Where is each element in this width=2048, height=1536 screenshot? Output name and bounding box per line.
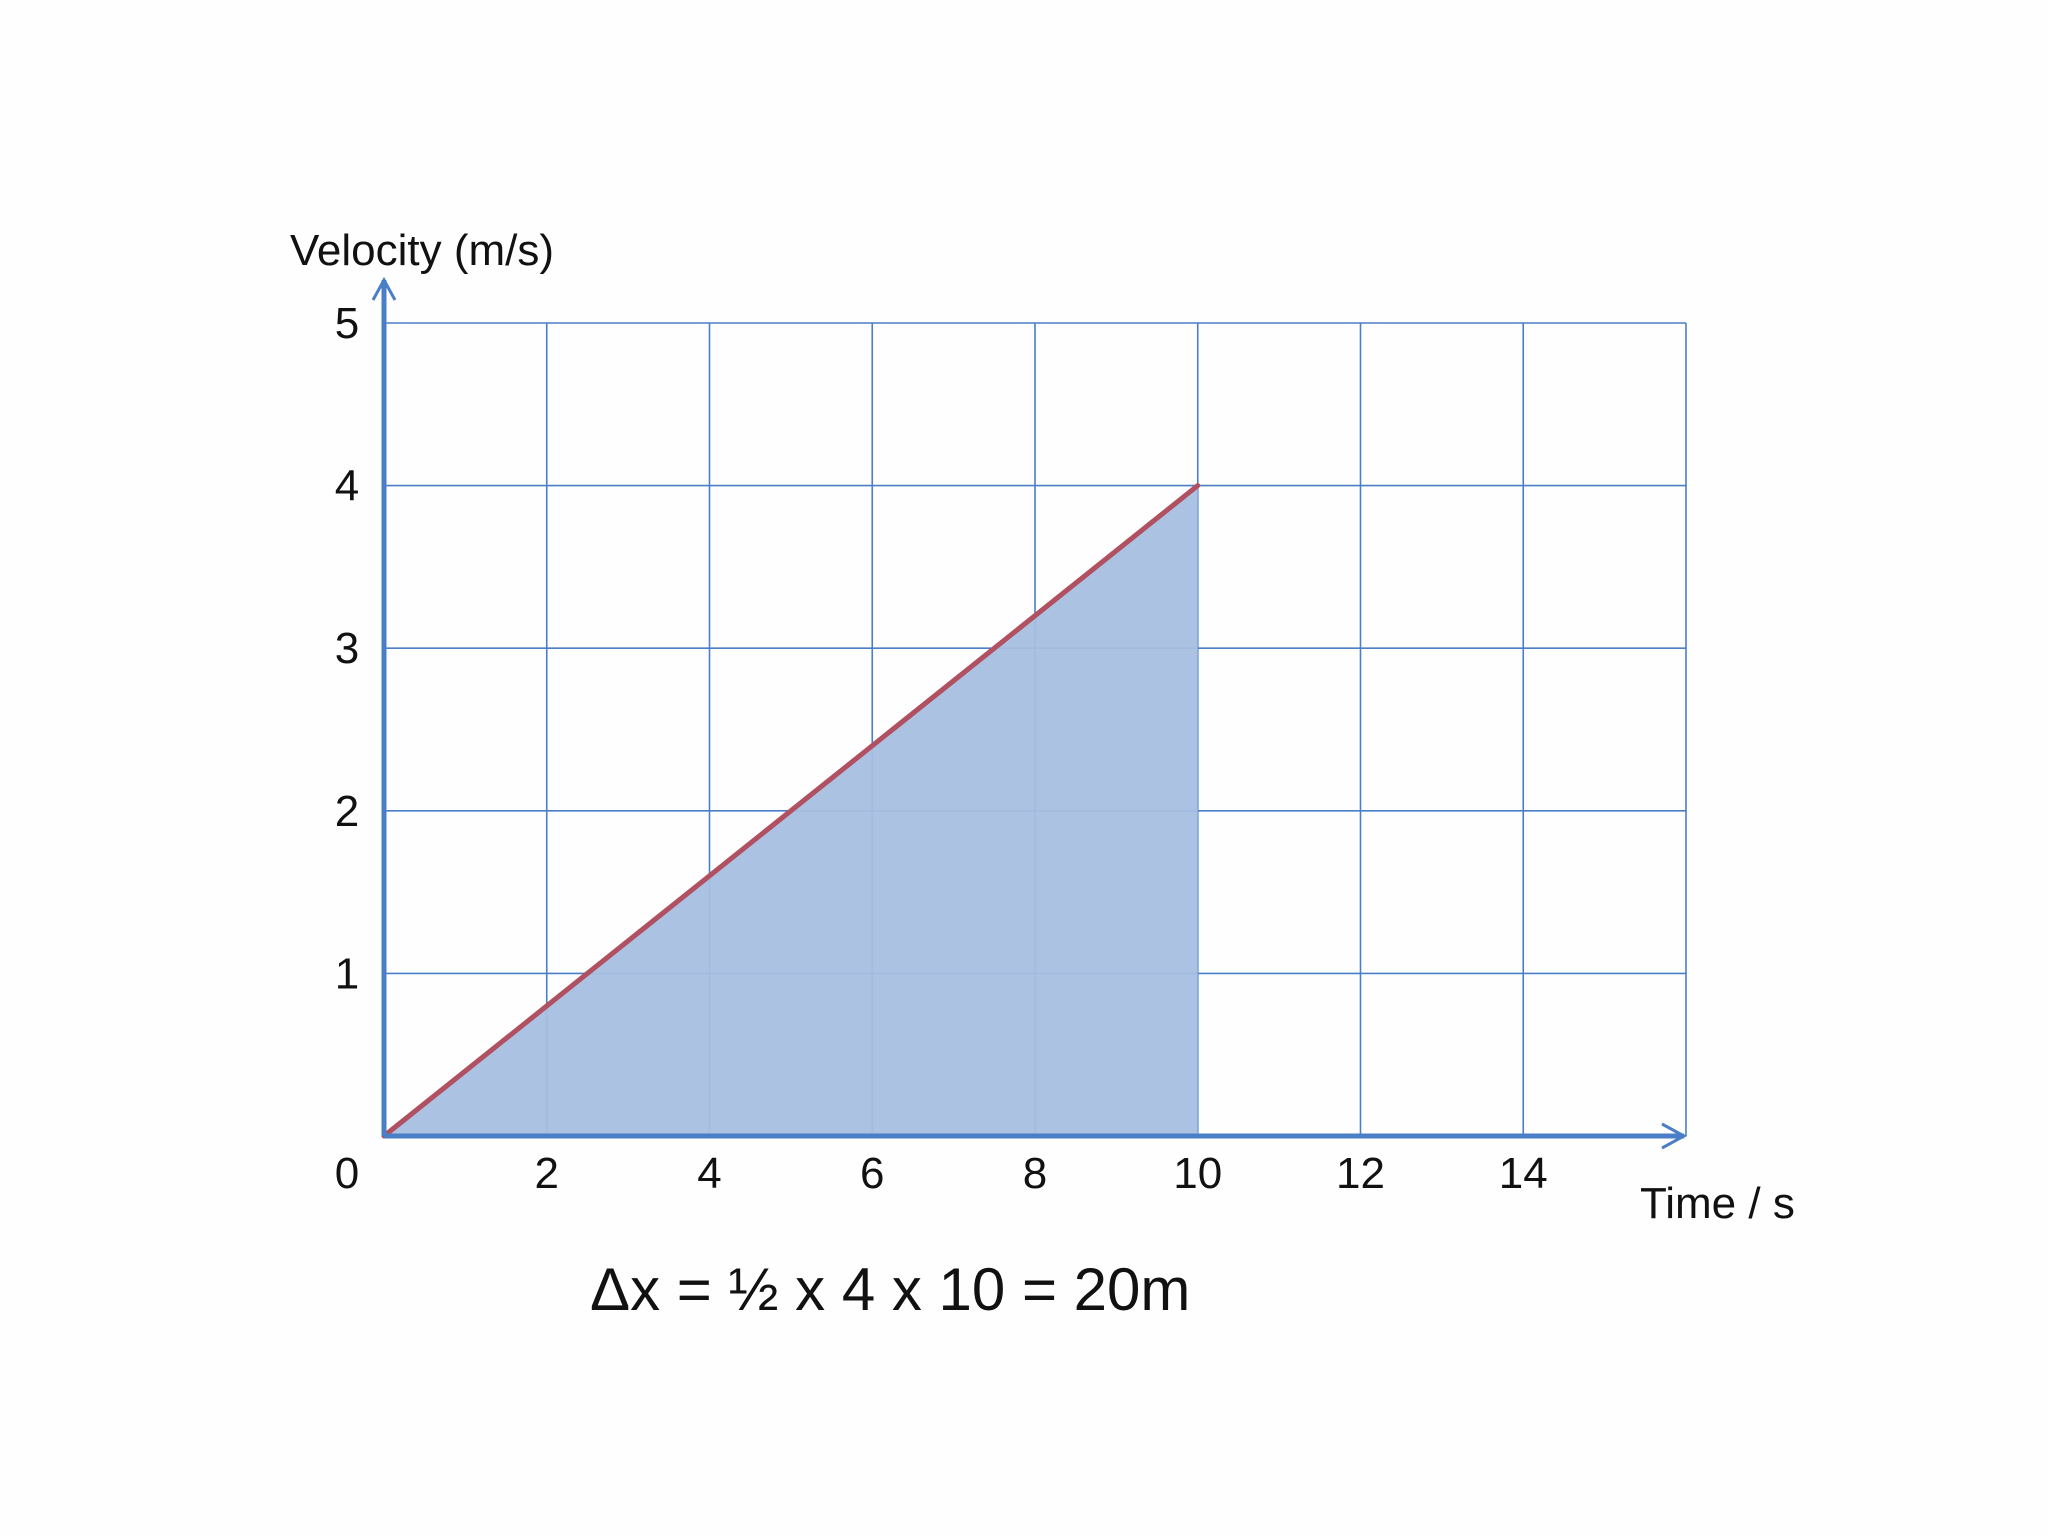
origin-label: 0 bbox=[335, 1149, 359, 1198]
series-lines bbox=[381, 483, 1201, 1139]
x-tick-label: 14 bbox=[1499, 1149, 1548, 1198]
axes bbox=[371, 276, 1688, 1150]
x-tick-label: 12 bbox=[1336, 1149, 1385, 1198]
x-tick-label: 6 bbox=[860, 1149, 884, 1198]
y-tick-labels: 1 2 3 4 5 bbox=[335, 299, 359, 998]
x-axis-arrow-icon bbox=[1661, 1122, 1688, 1150]
x-tick-label: 10 bbox=[1173, 1149, 1222, 1198]
y-tick-label: 2 bbox=[335, 787, 359, 836]
distance-equation: Δx = ½ x 4 x 10 = 20m bbox=[590, 1256, 1191, 1323]
y-tick-label: 3 bbox=[335, 624, 359, 673]
y-tick-label: 4 bbox=[335, 462, 359, 511]
x-tick-labels: 2 4 6 8 10 12 14 bbox=[535, 1149, 1548, 1198]
y-tick-label: 5 bbox=[335, 299, 359, 348]
y-tick-label: 1 bbox=[335, 949, 359, 998]
x-axis-title: Time / s bbox=[1640, 1179, 1795, 1228]
y-axis-title: Velocity (m/s) bbox=[290, 226, 554, 275]
series-line bbox=[381, 483, 1201, 1139]
y-axis-arrow-icon bbox=[371, 276, 397, 301]
x-tick-label: 8 bbox=[1023, 1149, 1047, 1198]
x-tick-label: 2 bbox=[535, 1149, 559, 1198]
x-tick-label: 4 bbox=[697, 1149, 721, 1198]
